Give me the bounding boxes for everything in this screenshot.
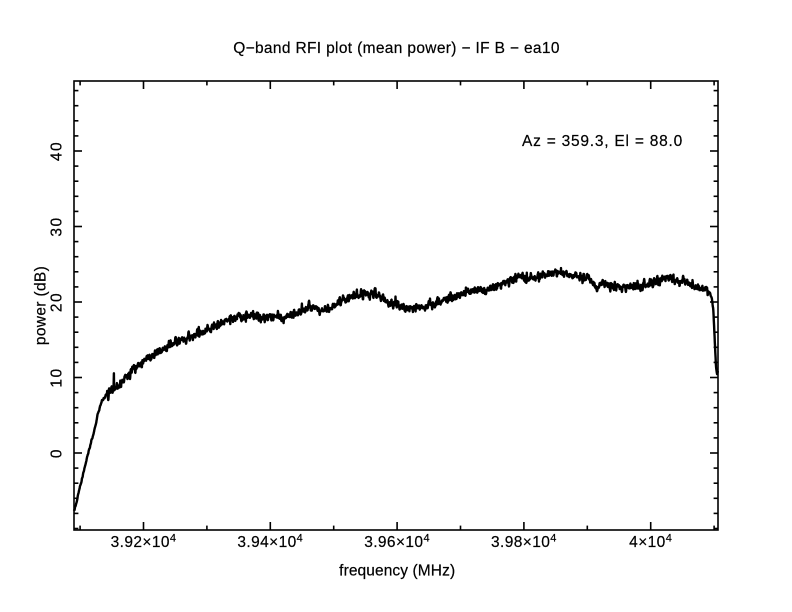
- svg-text:3.92×104: 3.92×104: [111, 533, 177, 552]
- svg-text:20: 20: [49, 292, 66, 312]
- svg-text:Az = 359.3, El = 88.0: Az = 359.3, El = 88.0: [522, 133, 683, 150]
- svg-text:power (dB): power (dB): [33, 266, 50, 345]
- svg-text:Q−band RFI plot (mean power) −: Q−band RFI plot (mean power) − IF B − ea…: [233, 40, 560, 57]
- svg-text:30: 30: [49, 216, 66, 236]
- svg-text:3.94×104: 3.94×104: [237, 533, 303, 552]
- svg-text:0: 0: [49, 448, 66, 458]
- svg-text:4×104: 4×104: [629, 533, 672, 552]
- svg-text:10: 10: [49, 367, 66, 387]
- svg-text:frequency (MHz): frequency (MHz): [339, 563, 455, 580]
- svg-text:40: 40: [49, 141, 66, 161]
- svg-text:3.98×104: 3.98×104: [491, 533, 557, 552]
- svg-text:3.96×104: 3.96×104: [364, 533, 430, 552]
